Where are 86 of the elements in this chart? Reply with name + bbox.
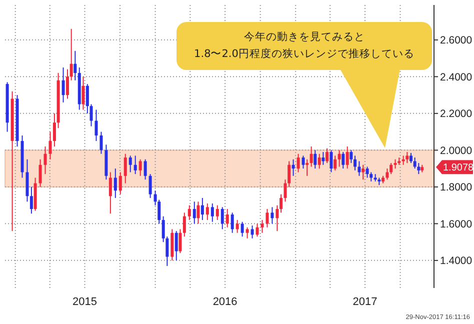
candlestick (144, 158, 147, 180)
candlestick (94, 109, 98, 142)
candlestick (256, 223, 259, 238)
candlestick (134, 155, 137, 175)
candlestick (124, 153, 127, 184)
candlestick (342, 152, 345, 170)
candlestick (118, 172, 122, 195)
candlestick (44, 146, 47, 175)
candlestick (206, 202, 209, 221)
candlestick (310, 146, 313, 168)
candlestick (210, 202, 214, 222)
candlestick (362, 164, 365, 180)
candlestick (318, 153, 321, 170)
candlestick (62, 66, 65, 103)
y-tick-label: 1.4000 (440, 255, 472, 268)
candlestick (86, 84, 89, 114)
candlestick (260, 220, 264, 234)
candlestick (394, 158, 397, 170)
candlestick (288, 160, 291, 188)
candlestick (406, 152, 409, 164)
candlestick (90, 104, 93, 127)
candlestick (390, 162, 393, 175)
candlestick (226, 208, 229, 228)
candlestick (200, 197, 204, 221)
x-tick-label: 2015 (72, 296, 97, 308)
candlestick (170, 228, 174, 261)
candlestick (240, 221, 244, 238)
candlestick (306, 158, 309, 176)
candlestick (52, 112, 56, 147)
candlestick (178, 228, 182, 254)
candlestick (48, 131, 52, 160)
candlestick (292, 158, 295, 176)
annotation: 今年の動きを見てみると 1.8〜2.0円程度の狭いレンジで推移している (194, 31, 414, 60)
candlestick (148, 174, 152, 198)
candlestick (270, 206, 274, 224)
x-tick-label: 2017 (352, 296, 378, 308)
candlestick (128, 155, 132, 173)
candlestick (346, 146, 349, 170)
candlestick (334, 155, 337, 171)
candlestick (236, 220, 239, 234)
candlestick (66, 68, 69, 100)
candlestick (358, 160, 361, 176)
y-tick-label: 2.6000 (440, 34, 472, 47)
candlestick (220, 206, 224, 230)
candlestick (82, 76, 85, 110)
candlestick (30, 186, 33, 214)
candlestick (38, 158, 42, 188)
candlestick (26, 158, 29, 202)
candlestick (266, 208, 269, 228)
candlestick (138, 158, 142, 176)
candlestick (196, 201, 200, 224)
candlestick (330, 150, 333, 173)
candlestick (216, 204, 219, 221)
candlestick (409, 152, 412, 164)
candlestick (114, 168, 117, 198)
y-tick-label: 1.8000 (440, 182, 472, 194)
candlestick (350, 150, 353, 164)
candlestick (386, 168, 389, 180)
candlestick (230, 212, 234, 234)
y-tick-label: 1.6000 (440, 218, 472, 230)
candlestick (322, 152, 325, 166)
candlestick (302, 155, 305, 170)
candlestick (280, 194, 283, 214)
candlestick (192, 201, 196, 224)
candlestick (188, 204, 191, 221)
candlestick (284, 179, 287, 202)
y-tick-label: 2.2000 (440, 108, 472, 120)
candlestick (74, 50, 77, 81)
candlestick (174, 230, 178, 261)
candlestick (250, 225, 254, 239)
x-tick-label: 2016 (212, 296, 238, 308)
y-tick-label: 2.0000 (440, 144, 472, 157)
candlestick (366, 166, 369, 178)
candlestick (70, 28, 73, 81)
candlestick (314, 150, 317, 170)
candlestick (108, 172, 112, 214)
candlestick (246, 226, 249, 239)
candlestick (100, 131, 103, 154)
candlestick (338, 150, 341, 168)
candlestick (354, 155, 357, 171)
candlestick (182, 212, 186, 238)
candlestick (296, 153, 300, 173)
candlestick (276, 204, 279, 232)
y-tick-label: 2.4000 (440, 71, 472, 84)
annotation: 1.9078 (443, 162, 474, 174)
candlestick (326, 148, 329, 164)
